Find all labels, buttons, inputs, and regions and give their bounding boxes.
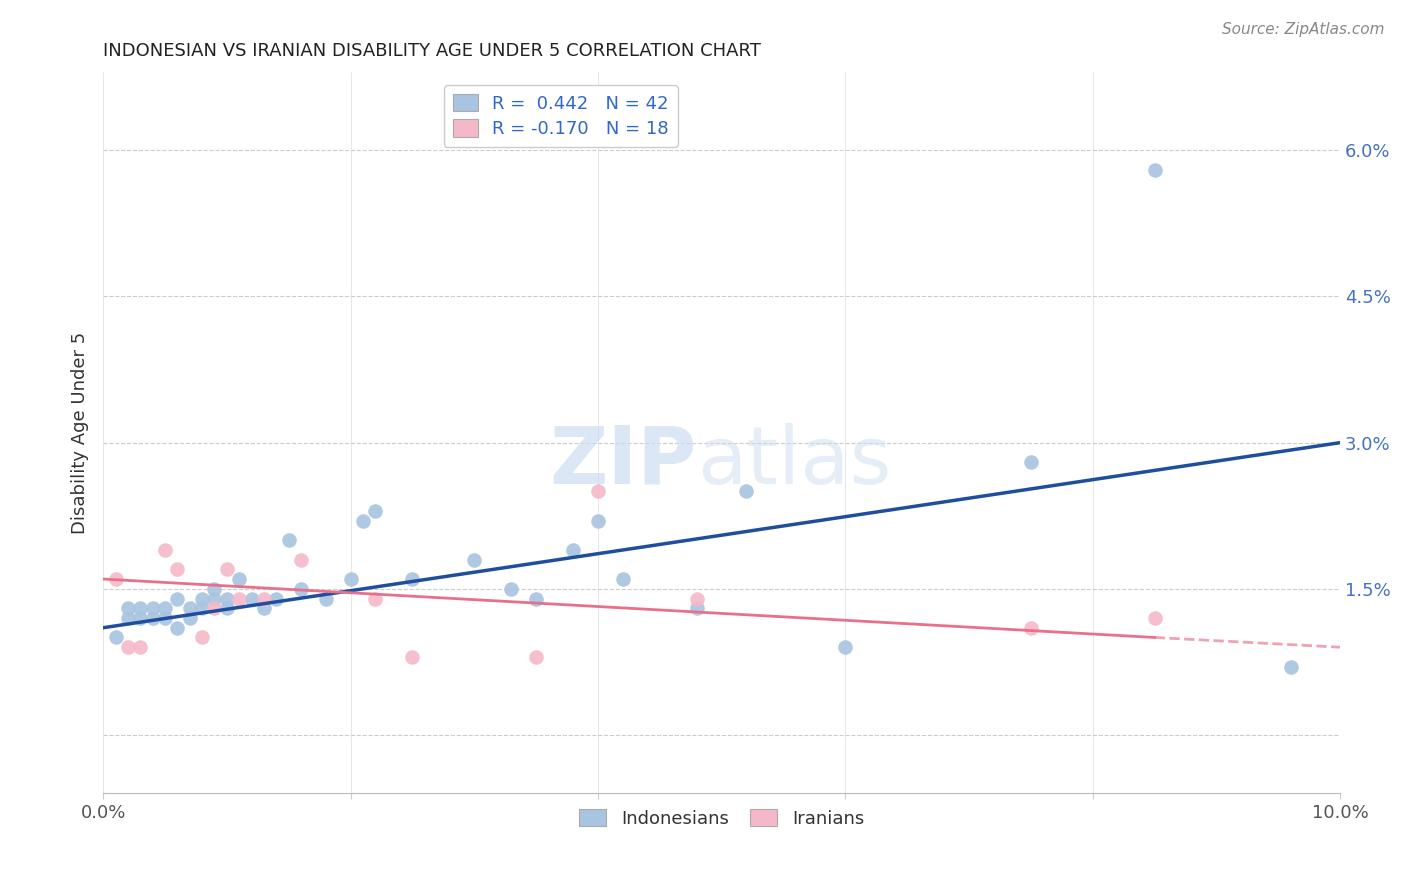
Point: [191, 601, 214, 615]
Point: [364, 504, 387, 518]
Point: [253, 591, 276, 606]
Point: [463, 552, 485, 566]
Point: [524, 650, 547, 665]
Point: [501, 582, 523, 596]
Point: [1143, 162, 1166, 177]
Point: [191, 631, 214, 645]
Point: [586, 514, 609, 528]
Point: [215, 601, 238, 615]
Point: [153, 601, 176, 615]
Point: [142, 611, 165, 625]
Point: [253, 601, 276, 615]
Point: [228, 572, 250, 586]
Point: [117, 640, 139, 655]
Point: [153, 542, 176, 557]
Point: [179, 611, 201, 625]
Point: [204, 601, 226, 615]
Point: [1019, 455, 1042, 469]
Point: [315, 591, 337, 606]
Point: [129, 640, 152, 655]
Point: [129, 601, 152, 615]
Point: [586, 484, 609, 499]
Point: [153, 611, 176, 625]
Point: [339, 572, 361, 586]
Point: [142, 601, 165, 615]
Point: [191, 591, 214, 606]
Point: [364, 591, 387, 606]
Point: [834, 640, 856, 655]
Point: [204, 582, 226, 596]
Point: [228, 591, 250, 606]
Point: [735, 484, 758, 499]
Point: [562, 542, 585, 557]
Point: [215, 591, 238, 606]
Point: [117, 611, 139, 625]
Point: [204, 591, 226, 606]
Point: [686, 601, 709, 615]
Text: Source: ZipAtlas.com: Source: ZipAtlas.com: [1222, 22, 1385, 37]
Point: [401, 572, 423, 586]
Point: [352, 514, 374, 528]
Point: [401, 650, 423, 665]
Point: [104, 631, 127, 645]
Point: [117, 601, 139, 615]
Point: [290, 552, 312, 566]
Y-axis label: Disability Age Under 5: Disability Age Under 5: [72, 332, 89, 534]
Point: [686, 591, 709, 606]
Point: [129, 611, 152, 625]
Point: [240, 591, 263, 606]
Point: [179, 601, 201, 615]
Legend: Indonesians, Iranians: Indonesians, Iranians: [572, 802, 872, 835]
Text: INDONESIAN VS IRANIAN DISABILITY AGE UNDER 5 CORRELATION CHART: INDONESIAN VS IRANIAN DISABILITY AGE UND…: [103, 42, 761, 60]
Text: ZIP: ZIP: [550, 423, 697, 500]
Point: [166, 562, 188, 576]
Point: [290, 582, 312, 596]
Point: [612, 572, 634, 586]
Point: [166, 591, 188, 606]
Point: [277, 533, 299, 547]
Point: [524, 591, 547, 606]
Point: [266, 591, 288, 606]
Point: [1279, 659, 1302, 673]
Point: [215, 562, 238, 576]
Point: [1019, 621, 1042, 635]
Point: [166, 621, 188, 635]
Point: [104, 572, 127, 586]
Text: atlas: atlas: [697, 423, 891, 500]
Point: [1143, 611, 1166, 625]
